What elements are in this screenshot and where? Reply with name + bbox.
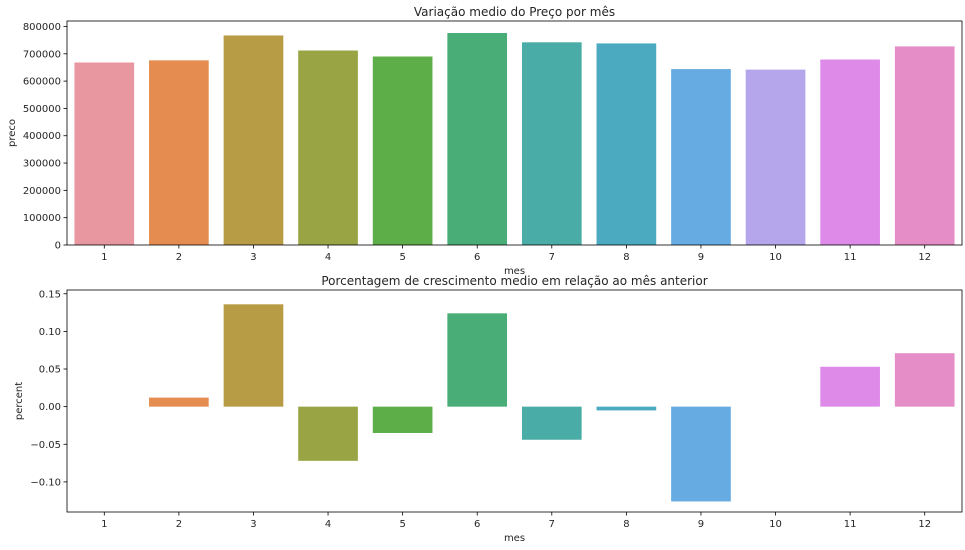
y-tick-label: 300000 — [23, 159, 61, 170]
x-tick-label: 6 — [474, 252, 480, 263]
plot-frame — [66, 20, 963, 246]
y-tick-label: 100000 — [23, 213, 61, 224]
bar-3 — [223, 304, 284, 407]
bar-4 — [298, 50, 358, 245]
y-tick-label: 0 — [55, 241, 61, 252]
x-tick-label: 11 — [844, 519, 857, 530]
x-tick-label: 4 — [325, 252, 331, 263]
x-tick-label: 9 — [698, 519, 704, 530]
chart-title: Porcentagem de crescimento medio em rela… — [321, 274, 707, 288]
bar-9 — [671, 69, 731, 245]
y-tick-label: 0.10 — [39, 327, 61, 338]
y-tick-label: 500000 — [23, 104, 61, 115]
x-tick-label: 2 — [176, 519, 182, 530]
x-tick-label: 9 — [698, 252, 704, 263]
bar-6 — [447, 33, 508, 245]
x-axis-label: mes — [504, 533, 525, 544]
x-tick-label: 10 — [769, 519, 782, 530]
bar-3 — [223, 35, 284, 246]
y-tick-label: −0.10 — [30, 477, 61, 488]
x-tick-label: 5 — [399, 252, 405, 263]
x-tick-label: 3 — [250, 252, 256, 263]
bar-9 — [671, 406, 731, 502]
x-tick-label: 1 — [101, 252, 107, 263]
x-tick-label: 7 — [549, 252, 555, 263]
bar-7 — [521, 406, 582, 440]
bar-10 — [745, 69, 806, 246]
y-axis-label: preco — [7, 119, 18, 147]
x-tick-label: 1 — [101, 519, 107, 530]
x-tick-label: 12 — [918, 519, 931, 530]
x-tick-label: 6 — [474, 519, 480, 530]
x-tick-label: 3 — [250, 519, 256, 530]
bar-4 — [298, 406, 358, 461]
y-tick-label: 800000 — [23, 22, 61, 33]
y-tick-label: −0.05 — [30, 440, 61, 451]
x-tick-label: 2 — [176, 252, 182, 263]
bar-11 — [820, 366, 880, 407]
bar-12 — [894, 353, 955, 407]
bar-1 — [74, 62, 135, 245]
bar-7 — [521, 42, 582, 246]
chart-title: Variação medio do Preço por mês — [414, 5, 615, 19]
x-tick-label: 11 — [844, 252, 857, 263]
x-tick-label: 5 — [399, 519, 405, 530]
bar-11 — [820, 59, 880, 245]
y-axis-label: percent — [14, 382, 25, 420]
bar-8 — [596, 43, 657, 246]
y-tick-label: 0.15 — [39, 289, 61, 300]
x-tick-label: 8 — [623, 519, 629, 530]
chart-monthly-price: mes preco 1 2 3 4 5 6 7 8 9 10 11 12010000020000030… — [7, 5, 963, 277]
chart-growth-percent: mes percent 1 2 3 4 5 6 7 8 9 10 11 12−0.10−0.050.0… — [14, 274, 963, 544]
y-tick-label: 400000 — [23, 131, 61, 142]
bar-2 — [149, 397, 209, 407]
bar-5 — [372, 406, 433, 433]
x-tick-label: 4 — [325, 519, 331, 530]
x-tick-label: 10 — [769, 252, 782, 263]
plot-frame — [66, 289, 963, 513]
bar-12 — [894, 46, 955, 246]
y-tick-label: 0.05 — [39, 365, 61, 376]
bar-8 — [596, 406, 657, 411]
bar-5 — [372, 56, 433, 246]
y-tick-label: 0.00 — [39, 402, 61, 413]
x-axis-label: mes — [504, 266, 525, 277]
y-tick-label: 600000 — [23, 77, 61, 88]
x-tick-label: 7 — [549, 519, 555, 530]
y-tick-label: 700000 — [23, 49, 61, 60]
bar-2 — [149, 60, 209, 246]
y-tick-label: 200000 — [23, 186, 61, 197]
bar-6 — [447, 313, 508, 407]
x-tick-label: 12 — [918, 252, 931, 263]
x-tick-label: 8 — [623, 252, 629, 263]
